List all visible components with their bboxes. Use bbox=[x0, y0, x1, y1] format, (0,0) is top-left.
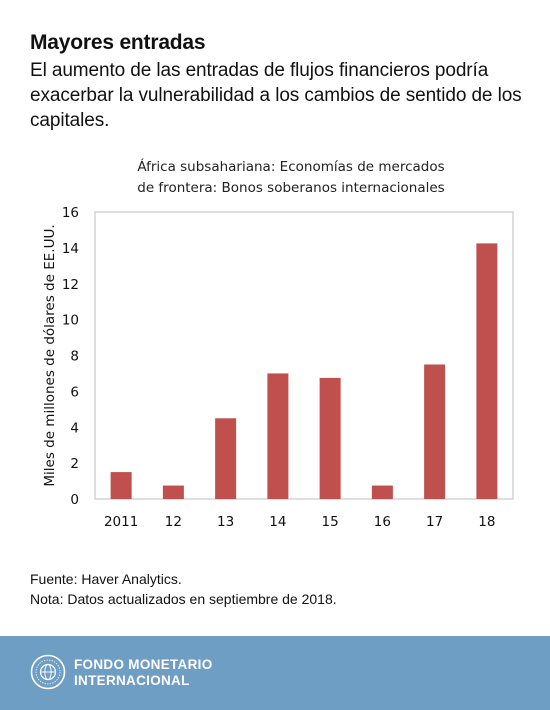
y-axis-ticks: 0 2 4 6 8 10 12 14 16 bbox=[62, 205, 79, 508]
y-tick-label: 4 bbox=[70, 420, 79, 436]
y-axis-label: Miles de millones de dólares de EE.UU. bbox=[42, 224, 58, 486]
x-axis-ticks: 2011 12 13 14 15 16 17 18 bbox=[104, 514, 496, 530]
x-tick-label: 14 bbox=[269, 514, 286, 530]
bar-15 bbox=[319, 377, 341, 499]
x-tick-label: 16 bbox=[374, 514, 391, 530]
y-tick-label: 14 bbox=[62, 241, 79, 257]
y-tick-label: 6 bbox=[70, 384, 79, 400]
y-tick-label: 2 bbox=[70, 456, 79, 472]
x-tick-label: 12 bbox=[165, 514, 182, 530]
bar-16 bbox=[371, 485, 393, 499]
bar-12 bbox=[162, 485, 184, 499]
organization-name-line-1: FONDO MONETARIO bbox=[74, 657, 213, 672]
page-subtitle: El aumento de las entradas de flujos fin… bbox=[30, 60, 522, 131]
page-title: Mayores entradas bbox=[30, 31, 206, 54]
y-tick-label: 8 bbox=[70, 349, 79, 365]
bar-18 bbox=[476, 243, 498, 499]
x-tick-label: 15 bbox=[322, 514, 339, 530]
x-tick-label: 18 bbox=[478, 514, 495, 530]
x-tick-label: 2011 bbox=[104, 514, 138, 530]
bar-17 bbox=[424, 364, 446, 499]
y-tick-label: 0 bbox=[70, 492, 79, 508]
chart-title-line-2: de frontera: Bonos soberanos internacion… bbox=[137, 180, 444, 196]
y-tick-label: 10 bbox=[62, 313, 79, 329]
y-tick-label: 12 bbox=[62, 277, 79, 293]
y-tick-label: 16 bbox=[62, 205, 79, 221]
chart-title-line-1: África subsahariana: Economías de mercad… bbox=[137, 158, 444, 175]
chart-notes: Fuente: Haver Analytics. Nota: Datos act… bbox=[30, 569, 337, 609]
bar-2011 bbox=[110, 472, 132, 499]
bar-13 bbox=[215, 418, 237, 499]
footer: FONDO MONETARIO INTERNACIONAL bbox=[0, 636, 550, 710]
bar-14 bbox=[267, 373, 289, 499]
x-tick-label: 13 bbox=[217, 514, 234, 530]
imf-seal-icon bbox=[30, 654, 66, 690]
header: Mayores entradas El aumento de las entra… bbox=[30, 30, 530, 133]
bar-chart: África subsahariana: Economías de mercad… bbox=[42, 158, 514, 530]
data-note: Nota: Datos actualizados en septiembre d… bbox=[30, 591, 337, 607]
source-note: Fuente: Haver Analytics. bbox=[30, 571, 182, 587]
plot-area-frame bbox=[94, 211, 514, 500]
organization-name-line-2: INTERNACIONAL bbox=[74, 673, 190, 688]
organization-name: FONDO MONETARIO INTERNACIONAL bbox=[74, 657, 213, 689]
bars bbox=[110, 243, 498, 499]
x-tick-label: 17 bbox=[426, 514, 443, 530]
